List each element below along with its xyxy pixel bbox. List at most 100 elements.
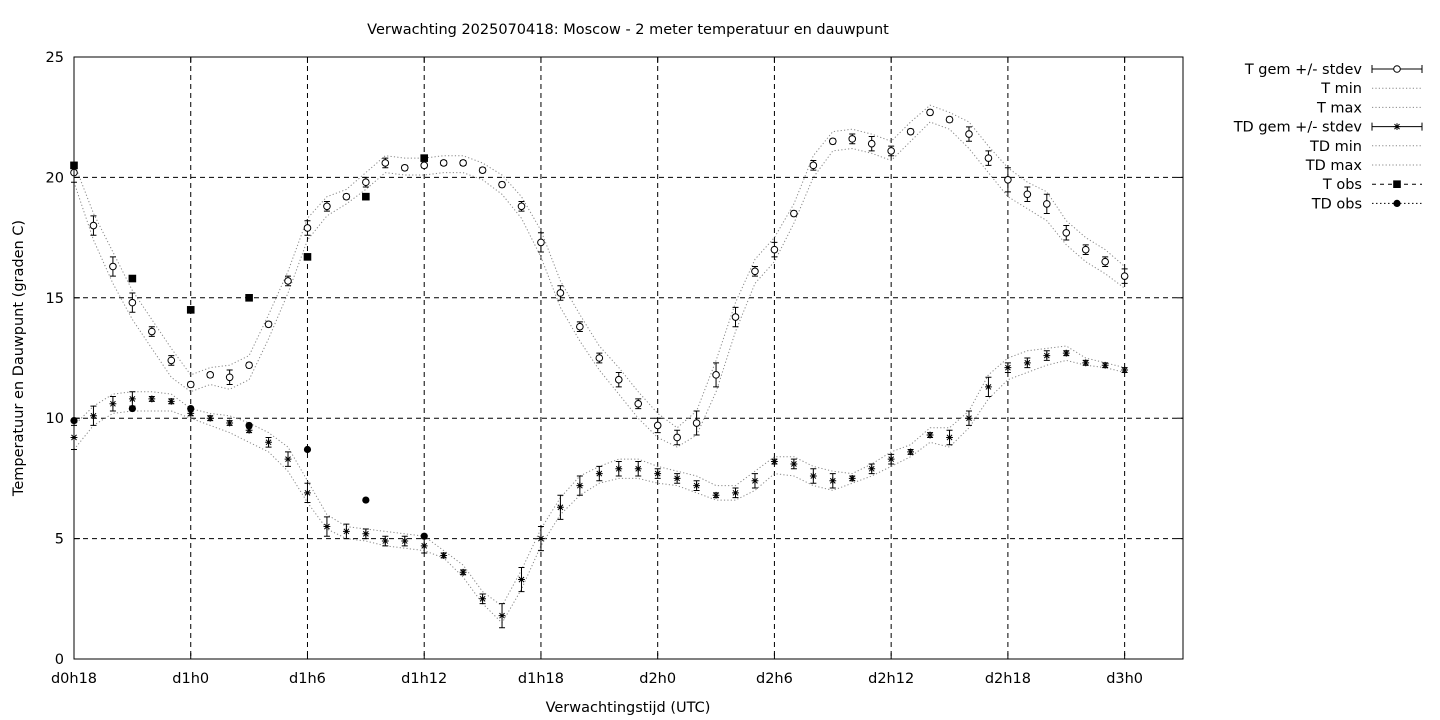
obs-point xyxy=(362,192,370,201)
data-point xyxy=(1062,349,1070,357)
y-tick-label: 10 xyxy=(46,411,64,427)
legend-label: TD gem +/- stdev xyxy=(1233,120,1363,136)
data-point xyxy=(946,434,953,441)
data-point xyxy=(498,612,506,620)
data-point xyxy=(186,380,195,389)
y-axis-label: Temperatuur en Dauwpunt (graden C) xyxy=(11,220,27,497)
legend-marker xyxy=(1393,123,1401,130)
data-point xyxy=(245,361,253,370)
legend-label: T min xyxy=(1320,81,1362,97)
x-axis: d0h18 d1h0 d1h6 d1h12 d1h18 d2h0 d2h6 d2h12 d2h1… xyxy=(51,57,1143,687)
obs-point xyxy=(186,306,195,314)
legend-label: T max xyxy=(1316,100,1362,116)
data-point xyxy=(148,327,156,336)
data-point xyxy=(809,161,818,170)
data-point xyxy=(1120,272,1129,280)
chart-title: Verwachting 2025070418: Moscow - 2 meter… xyxy=(367,22,889,38)
series-line-td-min xyxy=(73,359,1125,624)
data-point xyxy=(440,552,448,559)
data-points xyxy=(70,108,1129,620)
data-point xyxy=(926,108,934,117)
data-point xyxy=(420,542,428,550)
series-lines xyxy=(73,104,1125,624)
data-point xyxy=(400,163,409,172)
obs-point xyxy=(420,154,429,162)
data-point xyxy=(206,371,214,379)
data-point xyxy=(1004,364,1012,372)
data-point xyxy=(284,455,292,463)
data-point xyxy=(1023,190,1032,199)
data-point xyxy=(1121,366,1129,374)
data-point xyxy=(634,465,642,473)
data-point xyxy=(673,475,681,482)
data-point xyxy=(926,431,934,439)
series-line-t-max xyxy=(73,104,1125,429)
data-point xyxy=(868,465,876,473)
legend-label: TD min xyxy=(1309,139,1362,155)
data-point xyxy=(478,166,487,174)
series-line-t-min xyxy=(73,121,1125,448)
data-point xyxy=(1101,257,1109,266)
grid-lines xyxy=(74,57,1183,659)
data-point xyxy=(148,395,156,403)
legend-label: TD max xyxy=(1305,158,1363,174)
data-point xyxy=(128,298,137,307)
data-point xyxy=(828,137,837,146)
data-point xyxy=(829,477,837,485)
obs-point xyxy=(303,253,312,261)
data-point xyxy=(518,576,525,583)
data-point xyxy=(381,159,390,167)
x-tick-label: d1h6 xyxy=(289,671,326,687)
data-point xyxy=(887,147,895,155)
y-tick-label: 5 xyxy=(55,532,64,548)
data-point xyxy=(673,433,681,442)
plot-frame xyxy=(73,56,1184,660)
x-tick-label: d1h0 xyxy=(172,671,209,687)
x-tick-label: d2h18 xyxy=(985,671,1031,687)
data-point xyxy=(887,455,895,463)
data-point xyxy=(809,472,817,480)
data-point xyxy=(1043,200,1051,208)
data-point xyxy=(1062,228,1071,237)
x-tick-label: d2h0 xyxy=(639,671,676,687)
data-point xyxy=(867,139,876,148)
data-point xyxy=(206,414,214,422)
data-point xyxy=(517,202,526,211)
data-point xyxy=(595,470,603,477)
data-point xyxy=(712,371,720,379)
data-point xyxy=(1023,359,1031,367)
data-point xyxy=(459,159,467,167)
data-point xyxy=(848,475,856,482)
data-point xyxy=(751,267,759,276)
data-point xyxy=(362,530,370,538)
data-point xyxy=(653,421,662,430)
data-point xyxy=(362,178,370,187)
data-point xyxy=(342,192,351,201)
data-point xyxy=(1082,359,1090,367)
obs-point xyxy=(128,274,137,283)
data-point xyxy=(965,130,973,138)
data-point xyxy=(654,470,662,477)
obs-point xyxy=(187,404,195,413)
data-point xyxy=(342,527,350,535)
data-point xyxy=(732,489,739,497)
legend-label: TD obs xyxy=(1311,196,1362,212)
data-point xyxy=(965,414,973,422)
data-point xyxy=(770,245,779,254)
y-axis: 0 5 10 15 20 25 xyxy=(46,50,1183,668)
data-point xyxy=(906,127,915,136)
data-point xyxy=(381,537,389,545)
data-point xyxy=(945,115,954,124)
obs-point xyxy=(245,294,253,302)
data-point xyxy=(790,460,798,468)
data-point xyxy=(731,313,740,321)
data-point xyxy=(439,159,448,167)
data-point xyxy=(89,221,98,230)
data-point xyxy=(90,412,97,420)
y-tick-label: 20 xyxy=(46,170,64,186)
data-point xyxy=(576,482,584,490)
data-point xyxy=(615,465,623,473)
data-point xyxy=(576,322,584,331)
data-point xyxy=(614,375,623,384)
data-point xyxy=(459,568,467,576)
